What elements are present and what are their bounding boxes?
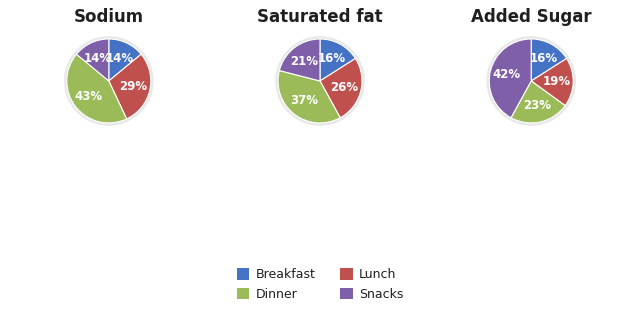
- Wedge shape: [278, 71, 340, 123]
- Text: 29%: 29%: [119, 80, 147, 93]
- Text: 16%: 16%: [318, 52, 346, 65]
- Text: 26%: 26%: [330, 81, 358, 94]
- Wedge shape: [489, 39, 531, 118]
- Circle shape: [65, 37, 153, 125]
- Title: Added Sugar: Added Sugar: [471, 8, 591, 26]
- Text: 21%: 21%: [291, 55, 319, 68]
- Title: Saturated fat: Saturated fat: [257, 8, 383, 26]
- Text: 14%: 14%: [84, 52, 112, 65]
- Wedge shape: [320, 39, 355, 81]
- Wedge shape: [531, 39, 566, 81]
- Circle shape: [276, 37, 364, 125]
- Legend: Breakfast, Dinner, Lunch, Snacks: Breakfast, Dinner, Lunch, Snacks: [237, 268, 403, 301]
- Text: 16%: 16%: [529, 52, 557, 65]
- Wedge shape: [320, 59, 362, 118]
- Text: 37%: 37%: [291, 95, 319, 107]
- Title: Sodium: Sodium: [74, 8, 144, 26]
- Text: 19%: 19%: [542, 75, 570, 88]
- Wedge shape: [109, 39, 141, 81]
- Wedge shape: [279, 39, 320, 81]
- Text: 23%: 23%: [523, 99, 550, 112]
- Wedge shape: [109, 54, 151, 119]
- Circle shape: [487, 37, 575, 125]
- Wedge shape: [67, 54, 127, 123]
- Wedge shape: [531, 59, 573, 106]
- Wedge shape: [76, 39, 109, 81]
- Text: 14%: 14%: [106, 52, 134, 65]
- Wedge shape: [511, 81, 565, 123]
- Text: 43%: 43%: [75, 90, 103, 103]
- Text: 42%: 42%: [493, 68, 521, 81]
